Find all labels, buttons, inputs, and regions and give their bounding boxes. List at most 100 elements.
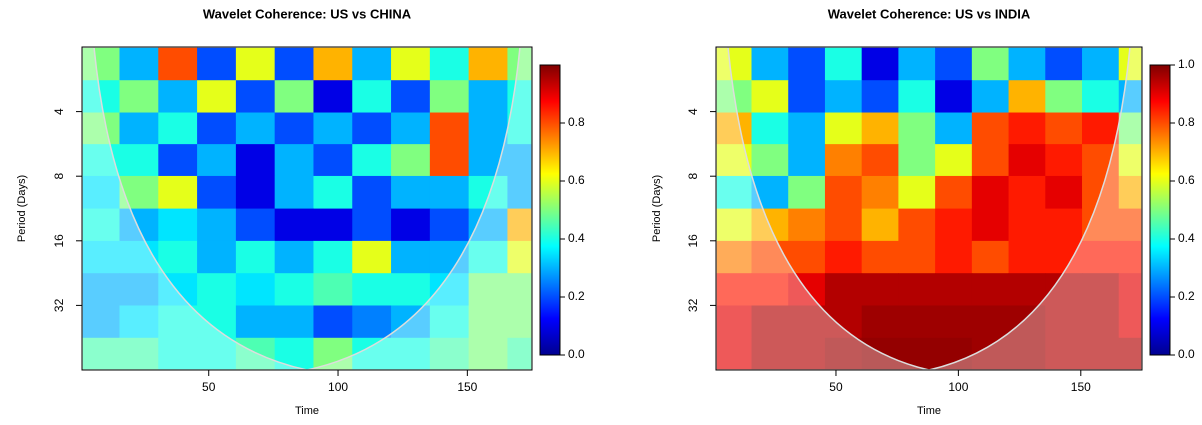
heatmap-cell [158,80,198,114]
heatmap-cell [824,144,863,177]
heatmap-cell [861,337,899,370]
heatmap-cell [1045,305,1083,339]
colorbar-tick-label: 0.4 [568,231,585,245]
x-axis-label: Time [295,405,319,417]
plot-frame [81,46,533,371]
heatmap-cell [1118,175,1142,210]
heatmap-cell [788,112,826,145]
heatmap-cell [197,208,237,242]
heatmap-cell [197,47,237,81]
x-tick-label: 50 [202,380,216,394]
heatmap-cell [468,337,508,370]
heatmap-cell [1082,80,1120,114]
heatmap-cell [824,273,863,306]
y-tick-label: 8 [686,173,700,180]
heatmap-cells [716,47,1142,370]
heatmap-cell [971,80,1010,114]
heatmap-cell [716,337,752,370]
heatmap-cell [716,144,752,177]
heatmap-cell [197,175,237,210]
y-tick-label: 4 [52,108,66,115]
heatmap-cell [274,273,314,306]
heatmap-cell [935,240,973,274]
heatmap-cell [824,47,863,81]
heatmap-cell [352,208,392,242]
heatmap-cell [119,273,159,306]
heatmap-cell [935,47,973,81]
colorbar-tick-label: 1.0 [1178,57,1195,71]
heatmap-cell [1008,47,1046,81]
heatmap-cell [313,112,353,145]
heatmap-cell [468,208,508,242]
heatmap-cell [235,305,276,339]
heatmap-cell [1008,208,1046,242]
heatmap-cell [352,144,392,177]
heatmap-cell [158,47,198,81]
heatmap-cell [468,47,508,81]
heatmap-cell [788,47,826,81]
heatmap-cell [507,305,532,339]
heatmap-cell [82,47,120,81]
heatmap-cell [971,144,1010,177]
heatmap-cell [274,80,314,114]
heatmap-cell [716,47,752,81]
heatmap-cell [1082,47,1120,81]
heatmap-cell [274,144,314,177]
heatmap-cell [861,208,899,242]
y-axis-label: Period (Days) [651,175,663,242]
heatmap-cell [1118,240,1142,274]
heatmap-cell [1082,337,1120,370]
heatmap-cell [935,80,973,114]
heatmap-cell [507,208,532,242]
heatmap-cell [468,112,508,145]
heatmap-cell [507,240,532,274]
heatmap-cell [507,175,532,210]
heatmap-cell [429,305,470,339]
colorbar-tick-label: 0.8 [1178,115,1195,129]
heatmap-cell [313,208,353,242]
plot-frame [715,46,1143,371]
heatmap-cell [313,305,353,339]
heatmap-cell [391,240,431,274]
heatmap-cell [197,112,237,145]
heatmap-cell [429,112,470,145]
heatmap-cell [313,240,353,274]
heatmap-cell [468,305,508,339]
heatmap-cell [751,337,789,370]
heatmap-cell [235,144,276,177]
heatmap-cell [429,175,470,210]
x-tick-label: 100 [328,380,348,394]
heatmap-cell [861,175,899,210]
colorbar-tick-label: 0.2 [568,289,585,303]
heatmap-cell [971,208,1010,242]
heatmap-cell [197,337,237,370]
heatmap-cell [1118,337,1142,370]
heatmap-cell [971,273,1010,306]
heatmap-cell [861,144,899,177]
heatmap-cell [119,112,159,145]
heatmap-cell [1082,240,1120,274]
colorbar-tick-label: 0.0 [568,347,585,361]
heatmap-cell [898,240,936,274]
chart-title: Wavelet Coherence: US vs INDIA [828,6,1031,21]
heatmap-cell [1008,112,1046,145]
x-tick-label: 50 [829,380,843,394]
heatmap-cell [274,175,314,210]
heatmap-cell [788,305,826,339]
heatmap-cell [235,175,276,210]
heatmap-cell [119,305,159,339]
heatmap-cell [158,208,198,242]
heatmap-cell [352,305,392,339]
heatmap-cell [935,144,973,177]
heatmap-cell [898,112,936,145]
heatmap-cell [788,208,826,242]
heatmap-cell [1082,305,1120,339]
heatmap-cell [1118,144,1142,177]
colorbar-tick-label: 0.2 [1178,289,1195,303]
heatmap-cell [1045,112,1083,145]
heatmap-cell [824,175,863,210]
heatmap-cell [971,337,1010,370]
heatmap-cell [861,47,899,81]
y-tick-label: 32 [52,298,66,312]
